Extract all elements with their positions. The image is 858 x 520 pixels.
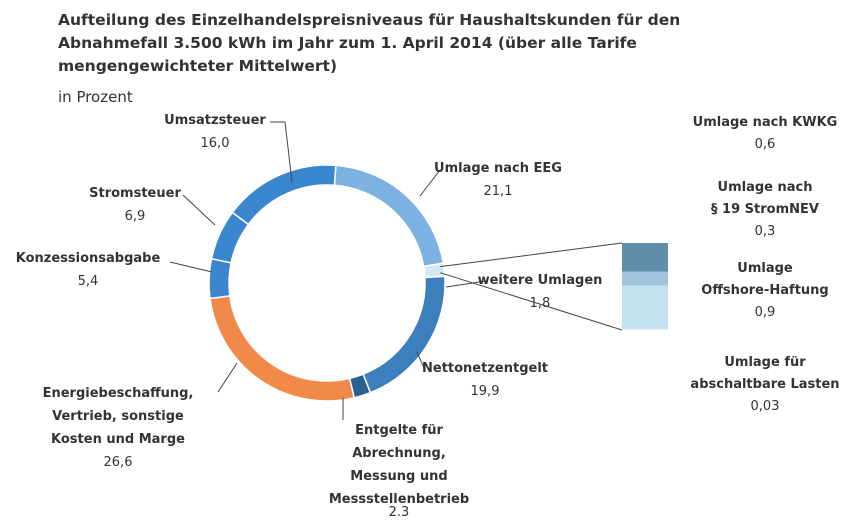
breakdown-value: 0,9 [755, 305, 776, 320]
segment-label: Energiebeschaffung, Vertrieb, sonstige Kos… [43, 386, 194, 447]
leader-line [169, 261, 213, 273]
segment-value: 6,9 [125, 209, 146, 224]
leader-line [270, 121, 293, 183]
segment-label: Entgelte für Abrechnung, Messung und Messst… [329, 423, 469, 507]
connector-line [440, 272, 623, 331]
leader-line [416, 351, 425, 369]
breakdown-label: Umlage nach KWKG [693, 115, 838, 130]
donut-segment [209, 295, 356, 402]
breakdown-label: Umlage Offshore-Haftung [701, 261, 828, 298]
breakdown-value: 0,3 [755, 224, 776, 239]
segment-value: 16,0 [201, 136, 230, 151]
segment-value: 26,6 [104, 455, 133, 470]
leader-line [182, 194, 216, 226]
segment-label: Stromsteuer [89, 186, 181, 201]
leader-line [445, 280, 487, 288]
breakdown-segment [622, 285, 668, 329]
donut-segment [208, 257, 232, 300]
connector-line [440, 242, 623, 268]
segment-label: Nettonetzentgelt [422, 361, 548, 376]
segment-label: Konzessionsabgabe [16, 251, 161, 266]
donut-segment [333, 164, 445, 268]
breakdown-label: Umlage für abschaltbare Lasten [690, 355, 839, 392]
segment-value: 5,4 [78, 274, 99, 289]
segment-label: Umsatzsteuer [164, 113, 266, 128]
breakdown-label: Umlage nach § 19 StromNEV [711, 180, 819, 217]
leader-line [419, 169, 441, 197]
donut-segment [231, 164, 337, 226]
segment-value: 19,9 [471, 384, 500, 399]
segment-label: Umlage nach EEG [434, 161, 562, 176]
segment-value: 1,8 [530, 296, 551, 311]
segment-label: weitere Umlagen [478, 273, 603, 288]
donut-segment [422, 262, 446, 279]
breakdown-segment [622, 271, 668, 286]
breakdown-segment [622, 328, 668, 330]
breakdown-segment [622, 243, 668, 272]
chart-subtitle: in Prozent [58, 88, 133, 106]
segment-value: 21,1 [484, 184, 513, 199]
segment-value: 2.3 [389, 505, 410, 520]
leader-line [217, 362, 238, 393]
chart-title: Aufteilung des Einzelhandelspreisniveaus… [58, 11, 680, 75]
breakdown-value: 0,03 [751, 399, 780, 414]
breakdown-value: 0,6 [755, 137, 776, 152]
